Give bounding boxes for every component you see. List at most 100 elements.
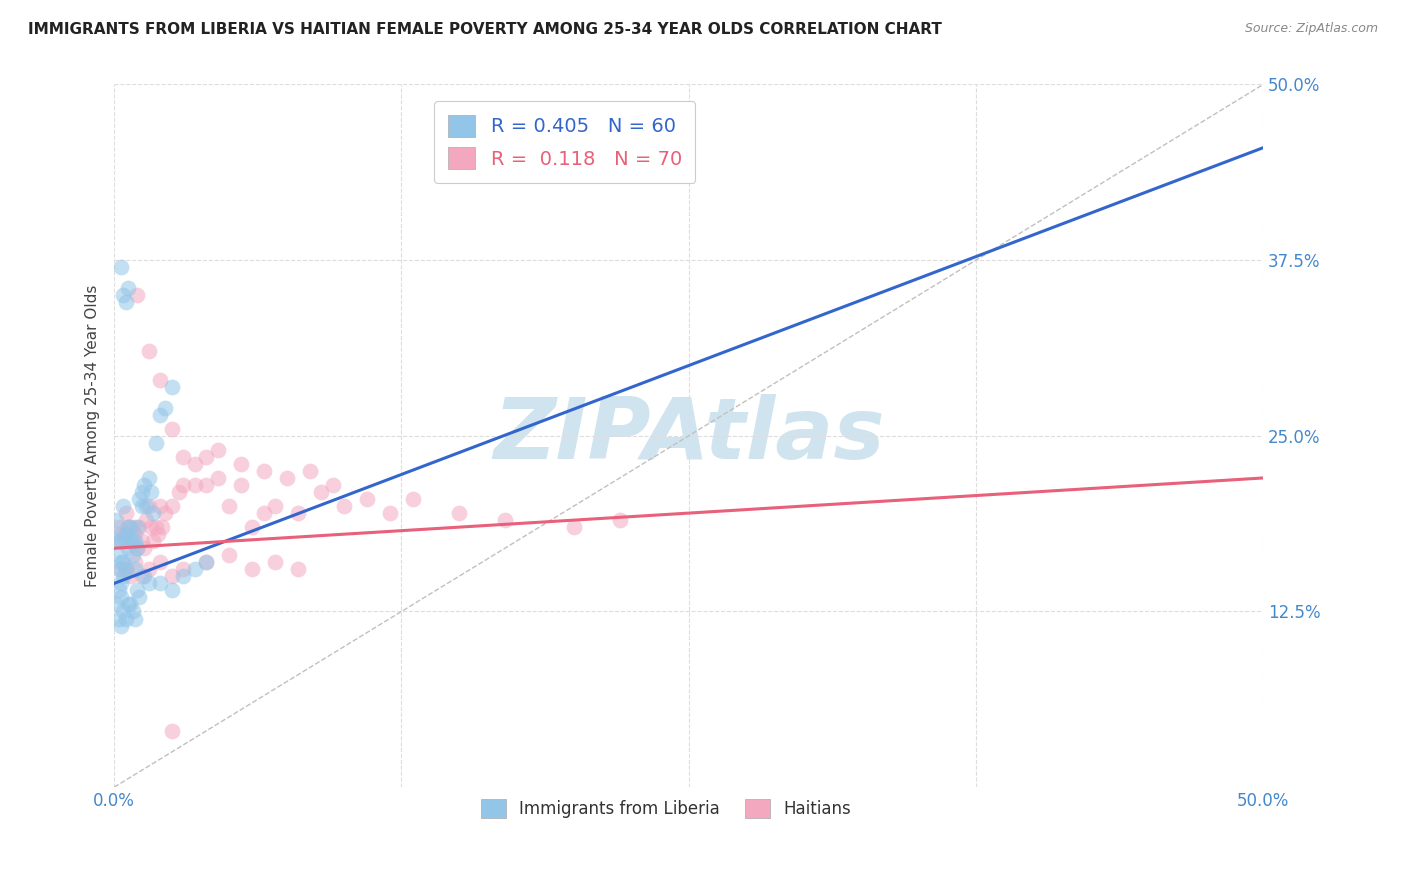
- Y-axis label: Female Poverty Among 25-34 Year Olds: Female Poverty Among 25-34 Year Olds: [86, 285, 100, 587]
- Point: [149, 373, 172, 387]
- Point: [494, 513, 516, 527]
- Point: [105, 534, 128, 549]
- Point: [120, 598, 142, 612]
- Point: [131, 569, 153, 583]
- Point: [120, 534, 142, 549]
- Point: [172, 450, 194, 464]
- Point: [160, 499, 183, 513]
- Point: [138, 576, 160, 591]
- Point: [121, 548, 143, 562]
- Point: [117, 598, 139, 612]
- Point: [114, 611, 136, 625]
- Point: [117, 520, 139, 534]
- Point: [127, 520, 149, 534]
- Point: [333, 499, 356, 513]
- Point: [114, 295, 136, 310]
- Point: [139, 485, 162, 500]
- Point: [145, 520, 167, 534]
- Text: ZIPAtlas: ZIPAtlas: [494, 394, 884, 477]
- Point: [124, 527, 146, 541]
- Point: [135, 499, 157, 513]
- Point: [172, 478, 194, 492]
- Point: [107, 583, 129, 598]
- Point: [127, 288, 149, 302]
- Point: [112, 605, 135, 619]
- Point: [121, 534, 143, 549]
- Point: [321, 478, 343, 492]
- Point: [183, 457, 205, 471]
- Point: [110, 562, 132, 576]
- Point: [229, 478, 252, 492]
- Point: [195, 478, 218, 492]
- Point: [378, 506, 401, 520]
- Point: [124, 611, 146, 625]
- Point: [120, 569, 142, 583]
- Point: [160, 583, 183, 598]
- Point: [309, 485, 332, 500]
- Point: [252, 464, 274, 478]
- Legend: Immigrants from Liberia, Haitians: Immigrants from Liberia, Haitians: [474, 792, 858, 824]
- Point: [128, 591, 150, 605]
- Point: [149, 499, 172, 513]
- Point: [609, 513, 631, 527]
- Text: IMMIGRANTS FROM LIBERIA VS HAITIAN FEMALE POVERTY AMONG 25-34 YEAR OLDS CORRELAT: IMMIGRANTS FROM LIBERIA VS HAITIAN FEMAL…: [28, 22, 942, 37]
- Point: [110, 555, 132, 569]
- Point: [145, 435, 167, 450]
- Point: [135, 513, 157, 527]
- Point: [107, 520, 129, 534]
- Point: [117, 520, 139, 534]
- Point: [287, 506, 309, 520]
- Point: [107, 611, 129, 625]
- Point: [124, 562, 146, 576]
- Point: [195, 450, 218, 464]
- Point: [240, 562, 263, 576]
- Point: [153, 401, 176, 415]
- Point: [110, 534, 132, 549]
- Point: [138, 471, 160, 485]
- Point: [110, 260, 132, 274]
- Point: [142, 506, 165, 520]
- Point: [112, 527, 135, 541]
- Point: [195, 555, 218, 569]
- Point: [105, 598, 128, 612]
- Point: [149, 555, 172, 569]
- Point: [152, 520, 174, 534]
- Point: [240, 520, 263, 534]
- Point: [149, 408, 172, 422]
- Point: [131, 534, 153, 549]
- Point: [160, 422, 183, 436]
- Point: [132, 541, 155, 556]
- Point: [218, 499, 240, 513]
- Point: [105, 513, 128, 527]
- Point: [117, 281, 139, 295]
- Point: [402, 491, 425, 506]
- Point: [114, 527, 136, 541]
- Point: [132, 569, 155, 583]
- Point: [356, 491, 378, 506]
- Point: [110, 576, 132, 591]
- Point: [121, 520, 143, 534]
- Point: [142, 534, 165, 549]
- Point: [112, 555, 135, 569]
- Point: [167, 485, 190, 500]
- Point: [107, 527, 129, 541]
- Point: [207, 471, 229, 485]
- Point: [146, 527, 169, 541]
- Point: [110, 591, 132, 605]
- Point: [276, 471, 298, 485]
- Point: [114, 534, 136, 549]
- Point: [112, 499, 135, 513]
- Point: [107, 548, 129, 562]
- Point: [264, 499, 287, 513]
- Point: [127, 541, 149, 556]
- Point: [138, 344, 160, 359]
- Point: [117, 541, 139, 556]
- Point: [153, 506, 176, 520]
- Point: [138, 562, 160, 576]
- Point: [128, 491, 150, 506]
- Point: [229, 457, 252, 471]
- Point: [160, 723, 183, 738]
- Point: [195, 555, 218, 569]
- Point: [110, 534, 132, 549]
- Point: [132, 478, 155, 492]
